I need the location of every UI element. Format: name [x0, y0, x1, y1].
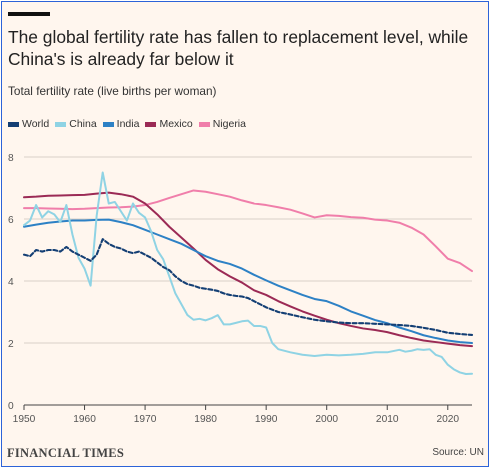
title-accent-bar: [8, 12, 50, 16]
x-tick-label-1950: 1950: [13, 414, 36, 425]
footer-brand: FINANCIAL TIMES: [7, 446, 125, 460]
series-line-world: [22, 238, 474, 336]
x-tick-label-1980: 1980: [194, 414, 217, 425]
y-tick-label-4: 4: [8, 277, 14, 288]
legend-label-world: World: [22, 118, 50, 130]
series-line-nigeria: [23, 189, 473, 273]
series-line-mexico: [23, 191, 473, 348]
legend-label-nigeria: Nigeria: [212, 118, 246, 130]
legend-label-india: India: [116, 118, 140, 130]
series-line-india: [23, 218, 473, 344]
legend-item-china: China: [55, 118, 97, 130]
legend-item-mexico: Mexico: [145, 118, 193, 130]
legend-label-mexico: Mexico: [159, 118, 193, 130]
legend-item-india: India: [102, 118, 140, 130]
x-tick-label-1990: 1990: [255, 414, 278, 425]
legend-swatch-nigeria: [198, 121, 210, 127]
legend-item-nigeria: Nigeria: [198, 118, 246, 130]
x-tick-label-2000: 2000: [315, 414, 338, 425]
x-tick-label-1970: 1970: [134, 414, 157, 425]
legend-label-china: China: [69, 118, 97, 130]
legend-swatch-india: [102, 121, 114, 127]
y-tick-label-6: 6: [8, 215, 14, 226]
legend: World China India Mexico Nigeria: [8, 118, 246, 130]
x-tick-label-1960: 1960: [73, 414, 96, 425]
legend-swatch-world: [8, 121, 19, 127]
y-tick-label-8: 8: [8, 153, 14, 164]
y-tick-label-0: 0: [8, 401, 14, 412]
legend-swatch-mexico: [145, 121, 157, 127]
y-tick-label-2: 2: [8, 339, 14, 350]
legend-item-world: World: [8, 118, 49, 130]
chart-subtitle: Total fertility rate (live births per wo…: [8, 84, 217, 98]
x-tick-label-2010: 2010: [376, 414, 399, 425]
series-line-china: [23, 171, 473, 375]
chart-title: The global fertility rate has fallen to …: [8, 27, 469, 69]
legend-swatch-china: [55, 121, 67, 127]
x-tick-label-2020: 2020: [436, 414, 459, 425]
footer-source: Source: UN: [432, 447, 484, 458]
